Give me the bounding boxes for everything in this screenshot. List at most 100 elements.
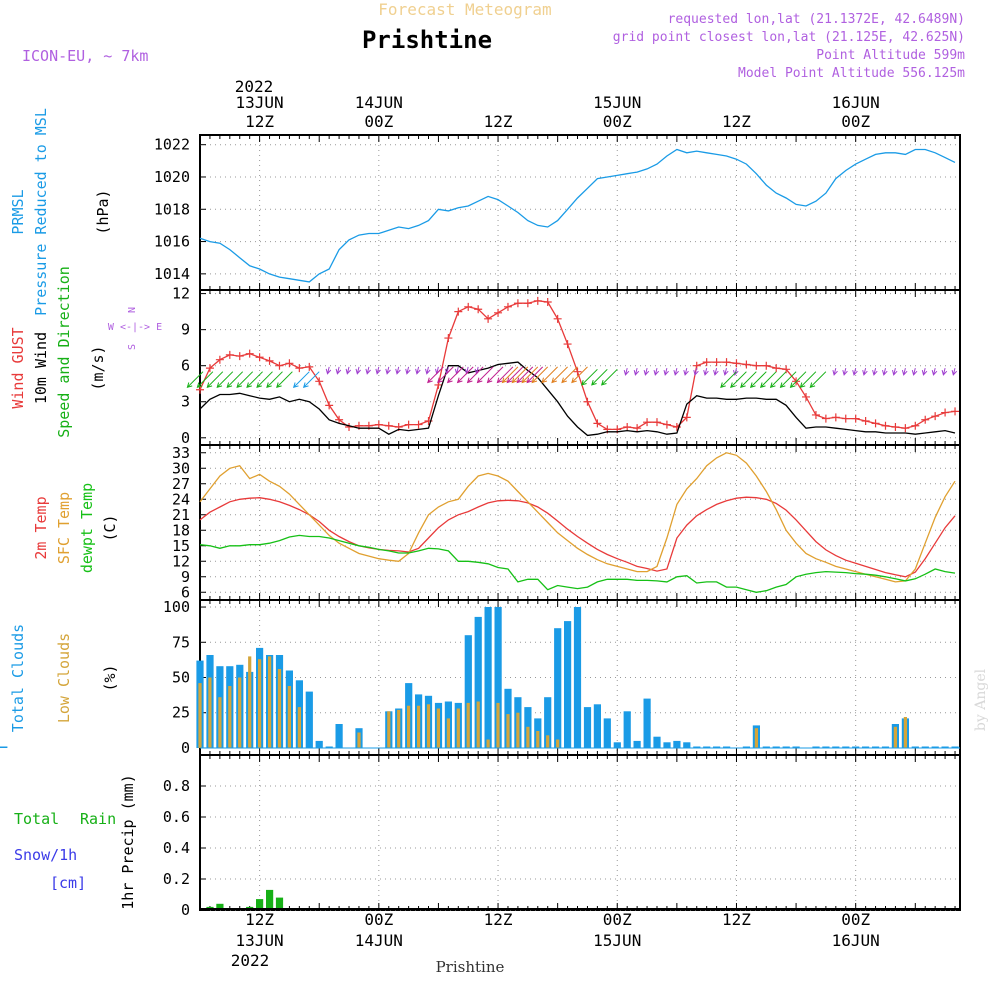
y-tick-label: 1016 bbox=[154, 233, 190, 251]
wind-direction-arrow bbox=[266, 371, 283, 389]
clouds-bar-total-clouds bbox=[464, 635, 472, 748]
model-point-altitude: Model Point Altitude 556.125m bbox=[738, 66, 965, 81]
clouds-bar-total-clouds bbox=[564, 621, 572, 748]
y-tick-label: 0.4 bbox=[163, 839, 190, 857]
top-hour-label: 00Z bbox=[603, 112, 632, 131]
clouds-bar-total-clouds bbox=[812, 746, 820, 748]
gust-marker bbox=[652, 418, 661, 427]
top-date-label: 16JUN bbox=[832, 93, 880, 112]
gust-marker bbox=[384, 421, 393, 430]
wind-direction-arrow bbox=[355, 366, 361, 375]
top-year-label: 2022 bbox=[235, 77, 274, 96]
wind-direction-arrow bbox=[206, 371, 224, 389]
bottom-time-axis: 12Z 13JUN 00Z 14JUN 12Z 00Z 15JUN 12Z 00Z 16JUN bbox=[236, 910, 880, 950]
t2m-label: 2m Temp bbox=[32, 496, 50, 559]
wind-panel: 0 3 6 9 12 bbox=[172, 285, 961, 447]
gust-marker bbox=[325, 401, 334, 410]
clouds-bar-total-clouds bbox=[742, 746, 750, 748]
gust-marker bbox=[682, 413, 691, 422]
wind-direction-arrow bbox=[256, 371, 273, 389]
clouds-bar-low-clouds bbox=[407, 705, 411, 748]
clouds-bar-low-clouds bbox=[248, 656, 252, 748]
clouds-bar-total-clouds bbox=[643, 698, 651, 748]
gust-marker bbox=[881, 421, 890, 430]
pressure-unit: (hPa) bbox=[94, 189, 112, 234]
gust-marker bbox=[523, 299, 532, 308]
gust-marker bbox=[901, 424, 910, 433]
y-tick-label: 33 bbox=[172, 444, 190, 462]
clouds-bar-low-clouds bbox=[466, 702, 470, 748]
gust-marker bbox=[772, 364, 781, 373]
gust-marker bbox=[762, 361, 771, 370]
clouds-bar-total-clouds bbox=[474, 616, 482, 748]
gust-marker bbox=[861, 416, 870, 425]
clouds-bar-total-clouds bbox=[941, 746, 949, 748]
y-tick-label: 12 bbox=[172, 552, 190, 570]
wind-direction-arrow bbox=[663, 367, 669, 376]
model-label: ICON-EU, ~ 7km bbox=[22, 47, 148, 65]
gust-marker bbox=[235, 352, 244, 361]
clouds-bar-low-clouds bbox=[198, 683, 202, 748]
pressure-series-prmsl bbox=[199, 148, 956, 283]
y-tick-label: 24 bbox=[172, 490, 190, 508]
clouds-bar-total-clouds bbox=[673, 740, 681, 748]
precip-unit: 1hr Precip (mm) bbox=[119, 774, 137, 909]
wind-direction-arrow bbox=[809, 371, 827, 389]
wind-direction-arrow bbox=[653, 367, 660, 376]
precip-panel: 0 0.2 0.4 0.6 0.8 bbox=[163, 754, 961, 919]
y-tick-label: 75 bbox=[172, 633, 190, 651]
wind-direction-arrow bbox=[302, 371, 320, 389]
clouds-bar-low-clouds bbox=[218, 697, 222, 748]
wind-direction-arrow bbox=[852, 367, 858, 376]
clouds-bar-total-clouds bbox=[544, 697, 552, 748]
wind-series-wind-gust bbox=[199, 300, 956, 431]
wind-direction-arrow bbox=[911, 367, 918, 376]
gust-marker bbox=[662, 420, 671, 429]
wind-direction-arrow bbox=[941, 367, 948, 376]
clouds-bar-total-clouds bbox=[951, 746, 959, 748]
gust-marker bbox=[702, 358, 711, 367]
wind-direction-arrow bbox=[437, 366, 454, 384]
clouds-bar-low-clouds bbox=[506, 714, 510, 748]
pressure-panel: 1014 1016 1018 1020 1022 bbox=[154, 134, 961, 291]
wind-direction-arrow bbox=[551, 366, 568, 384]
requested-coords: requested lon,lat (21.1372E, 42.6489N) bbox=[668, 12, 965, 27]
clouds-bar-low-clouds bbox=[556, 739, 560, 748]
top-hour-label: 00Z bbox=[841, 112, 870, 131]
wind-direction-arrow bbox=[375, 366, 381, 375]
station-title: Prishtine bbox=[362, 26, 492, 54]
gust-marker bbox=[315, 377, 324, 386]
clouds-bar-total-clouds bbox=[832, 746, 840, 748]
gust-marker bbox=[871, 419, 880, 428]
gust-marker bbox=[464, 302, 473, 311]
wind-direction-arrow bbox=[506, 366, 524, 384]
clouds-bar-total-clouds bbox=[852, 746, 860, 748]
compass-south: S bbox=[127, 344, 138, 350]
wind-direction-arrow bbox=[693, 367, 699, 376]
wind-direction-arrow bbox=[703, 367, 709, 376]
top-date-label: 14JUN bbox=[355, 93, 403, 112]
clouds-bar-low-clouds bbox=[446, 718, 450, 748]
y-tick-label: 0.6 bbox=[163, 808, 190, 826]
wind-direction-arrow bbox=[713, 367, 719, 376]
precip-total-label: Total bbox=[14, 810, 59, 828]
wind-direction-arrow bbox=[541, 366, 558, 384]
gust-marker bbox=[503, 302, 512, 311]
clouds-bar-total-clouds bbox=[663, 742, 671, 748]
gust-marker bbox=[752, 361, 761, 370]
wind-direction-arrow bbox=[365, 366, 371, 375]
bottom-date-label: 15JUN bbox=[593, 931, 641, 950]
precip-bar-total-precip bbox=[216, 903, 224, 910]
clouds-bar-low-clouds bbox=[238, 677, 242, 748]
y-tick-label: 0 bbox=[181, 429, 190, 447]
wind-direction-arrow bbox=[633, 367, 640, 376]
gust-marker bbox=[543, 298, 552, 307]
gust-marker bbox=[474, 305, 483, 314]
clouds-bar-low-clouds bbox=[536, 731, 540, 748]
bottom-hour-label: 12Z bbox=[245, 910, 274, 929]
wind-direction-arrow bbox=[425, 366, 431, 375]
gust-marker bbox=[285, 359, 294, 368]
gust-marker bbox=[643, 418, 652, 427]
bottom-date-label: 14JUN bbox=[355, 931, 403, 950]
